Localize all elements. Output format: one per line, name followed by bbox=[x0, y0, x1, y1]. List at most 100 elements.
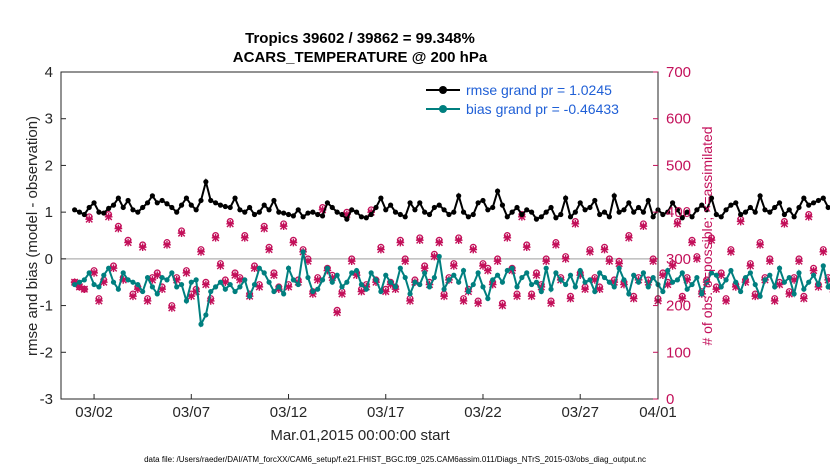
rmse-point bbox=[368, 211, 374, 218]
bias-point bbox=[344, 279, 350, 285]
assimilated-marker bbox=[129, 292, 137, 301]
bias-point bbox=[772, 284, 778, 290]
assimilated-marker bbox=[751, 292, 760, 301]
rmse-point bbox=[577, 200, 583, 206]
rmse-point bbox=[431, 204, 437, 211]
rmse-point bbox=[388, 202, 394, 208]
bias-point bbox=[188, 279, 194, 285]
assimilated-marker bbox=[795, 257, 803, 266]
rmse-point bbox=[543, 209, 549, 215]
bias-point bbox=[514, 284, 520, 290]
assimilated-marker bbox=[746, 262, 755, 270]
assimilated-marker bbox=[775, 280, 784, 289]
assimilated-marker bbox=[347, 257, 356, 266]
rmse-point bbox=[72, 207, 78, 213]
assimilated-marker bbox=[610, 278, 619, 287]
assimilated-marker bbox=[454, 236, 463, 245]
rmse-point bbox=[96, 209, 102, 215]
assimilated-marker bbox=[659, 271, 667, 280]
bias-point bbox=[451, 272, 457, 278]
bias-point bbox=[203, 312, 209, 318]
y-right-tick-label: 300 bbox=[666, 251, 691, 268]
bias-point bbox=[76, 279, 83, 285]
assimilated-marker bbox=[571, 219, 580, 228]
assimilated-marker bbox=[605, 257, 614, 266]
bias-point bbox=[169, 270, 175, 276]
rmse-point bbox=[91, 200, 97, 206]
rmse-point bbox=[383, 207, 389, 213]
bias-point bbox=[212, 284, 219, 290]
assimilated-marker bbox=[289, 238, 298, 247]
bias-point bbox=[271, 288, 277, 295]
bias-point bbox=[281, 291, 287, 297]
assimilated-marker bbox=[474, 299, 482, 308]
rmse-point bbox=[757, 193, 763, 199]
rmse-point bbox=[178, 202, 185, 208]
bias-point bbox=[358, 281, 365, 288]
rmse-point bbox=[193, 207, 199, 213]
x-tick-label: 03/07 bbox=[173, 404, 211, 421]
y-tick-label: 4 bbox=[45, 64, 53, 81]
x-tick-label: 03/02 bbox=[75, 404, 113, 421]
assimilated-marker bbox=[590, 276, 599, 284]
assimilated-marker bbox=[765, 257, 774, 266]
bias-series-group bbox=[72, 249, 830, 328]
y-right-tick-label: 0 bbox=[666, 391, 674, 408]
assimilated-marker bbox=[163, 241, 171, 249]
bias-point bbox=[567, 272, 574, 278]
rmse-point bbox=[626, 200, 632, 206]
rmse-point bbox=[276, 209, 282, 215]
chart-title: Tropics 39602 / 39862 = 99.348% bbox=[245, 30, 475, 47]
assimilated-marker bbox=[678, 294, 687, 303]
bias-point bbox=[115, 286, 121, 292]
bias-point bbox=[222, 286, 228, 292]
bias-point bbox=[494, 272, 501, 278]
assimilated-marker bbox=[503, 233, 512, 242]
bias-point bbox=[704, 279, 710, 285]
rmse-point bbox=[494, 188, 501, 194]
rmse-point bbox=[120, 204, 126, 211]
assimilated-marker bbox=[488, 280, 497, 289]
assimilated-marker bbox=[639, 222, 648, 230]
assimilated-marker bbox=[109, 264, 118, 273]
rmse-point bbox=[679, 215, 685, 221]
rmse-point bbox=[563, 195, 569, 201]
bias-point bbox=[738, 288, 744, 295]
bias-point bbox=[329, 279, 335, 285]
assimilated-marker bbox=[415, 236, 424, 245]
assimilated-marker bbox=[561, 255, 570, 263]
bias-point bbox=[499, 279, 506, 285]
bias-point bbox=[640, 270, 647, 276]
assimilated-marker bbox=[236, 276, 244, 284]
bias-point bbox=[363, 286, 369, 292]
legend: rmse grand pr = 1.0245 bias grand pr = -… bbox=[420, 78, 650, 120]
bias-point bbox=[723, 277, 729, 283]
rmse-point bbox=[334, 209, 340, 215]
rmse-point bbox=[344, 216, 350, 222]
assimilated-marker bbox=[119, 276, 128, 284]
rmse-point bbox=[635, 204, 642, 211]
rmse-point bbox=[183, 195, 190, 201]
rmse-point bbox=[169, 204, 175, 211]
bias-point bbox=[310, 288, 316, 295]
bias-point bbox=[665, 267, 671, 274]
assimilated-marker bbox=[158, 285, 166, 294]
rmse-point bbox=[587, 204, 593, 211]
rmse-point bbox=[815, 197, 822, 204]
assimilated-marker bbox=[333, 308, 341, 317]
assimilated-marker bbox=[231, 271, 239, 280]
rmse-point bbox=[738, 211, 744, 218]
assimilated-marker bbox=[800, 294, 808, 303]
bias-point bbox=[747, 270, 753, 276]
assimilated-marker bbox=[90, 269, 98, 277]
bias-point bbox=[198, 321, 204, 327]
rmse-point bbox=[242, 209, 248, 215]
assimilated-marker bbox=[226, 219, 235, 228]
bias-point bbox=[324, 265, 331, 271]
y-axis-label: rmse and bias (model - observation) bbox=[24, 116, 41, 356]
rmse-point bbox=[689, 214, 695, 220]
bias-point bbox=[227, 281, 233, 288]
bias-point bbox=[383, 272, 389, 278]
rmse-point bbox=[174, 209, 180, 215]
